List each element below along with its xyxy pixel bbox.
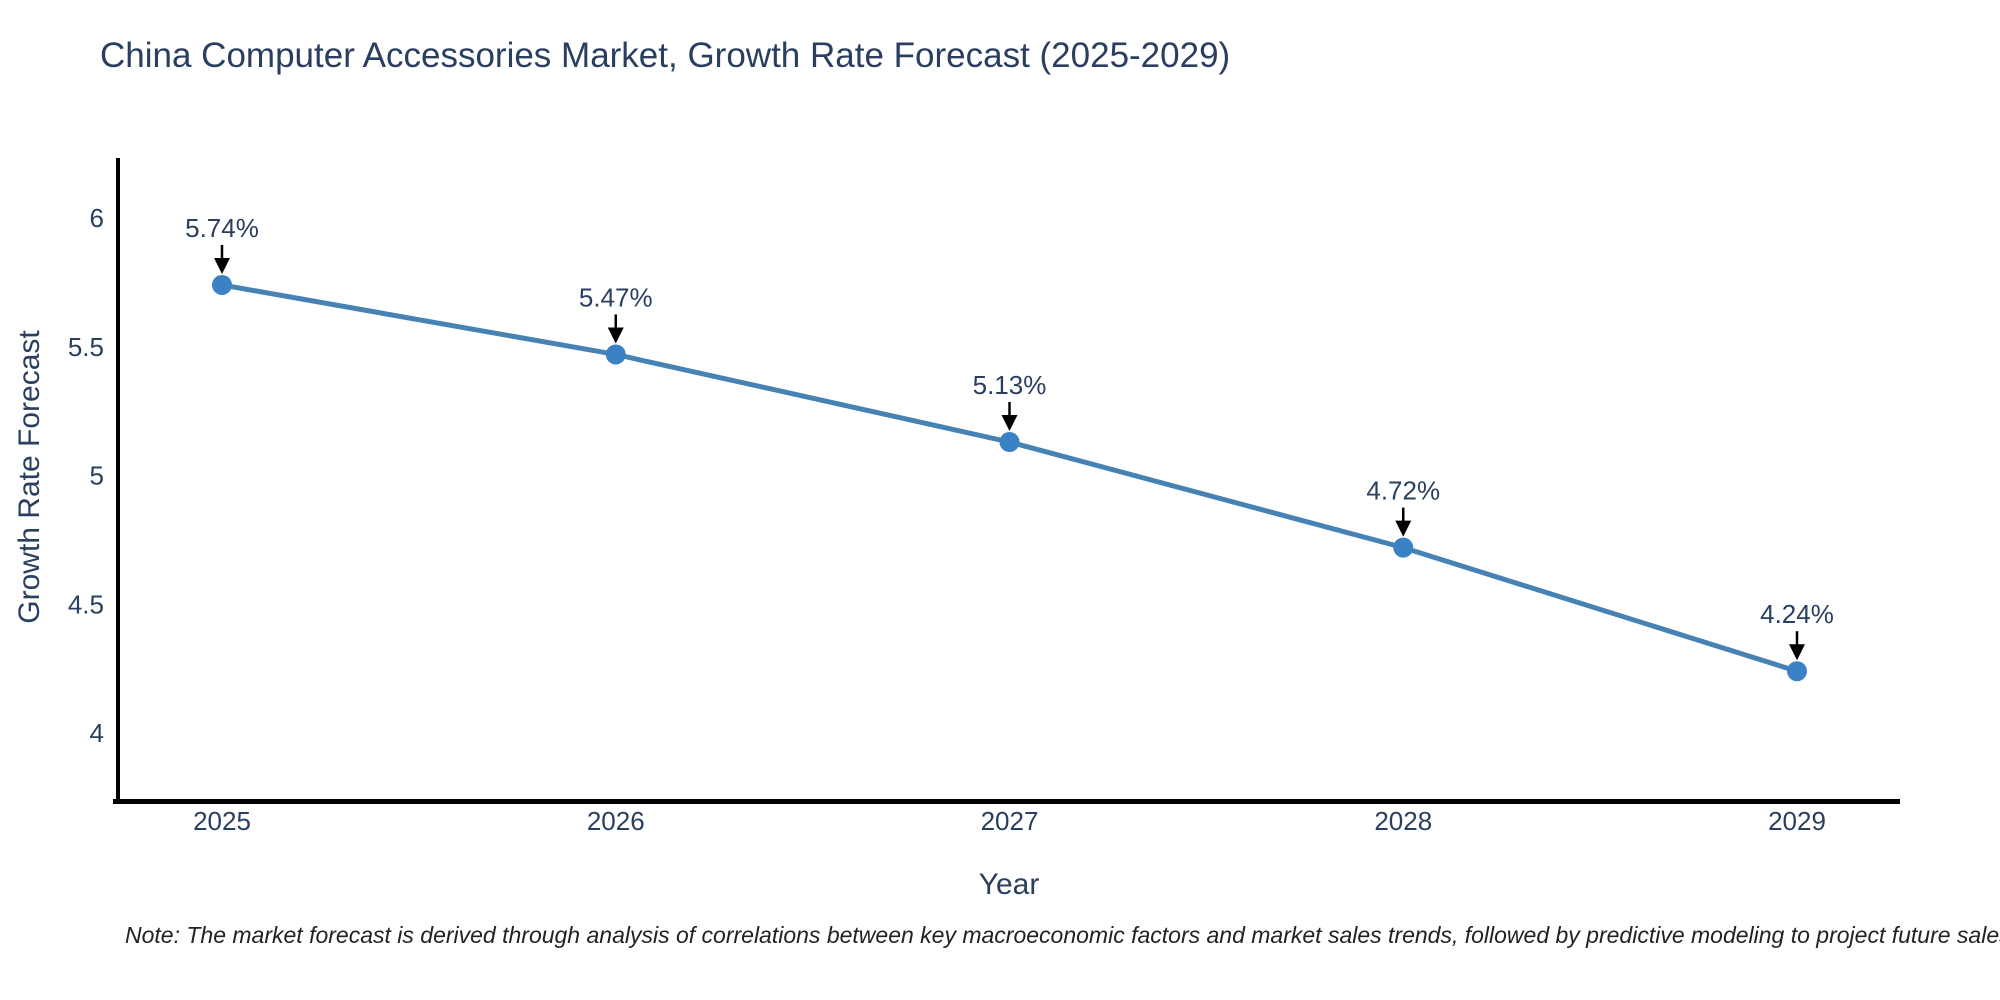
chart-title: China Computer Accessories Market, Growt… (100, 36, 1231, 75)
y-tick-label: 4 (90, 718, 104, 748)
data-point-marker (1393, 537, 1414, 558)
data-point-label: 4.24% (1760, 599, 1834, 629)
forecast-line-series (219, 282, 1800, 674)
data-point-marker (999, 432, 1020, 453)
annotation-arrowhead-icon (1789, 644, 1805, 661)
x-axis-title: Year (978, 868, 1040, 901)
data-point-marker (1787, 661, 1807, 682)
y-tick-label: 5.5 (68, 332, 104, 362)
x-tick-label: 2025 (193, 806, 251, 836)
y-tick-label: 6 (90, 203, 104, 233)
annotation-arrowhead-icon (214, 257, 230, 274)
x-tick-label: 2029 (1768, 806, 1826, 836)
annotation-arrowhead-icon (1395, 520, 1412, 537)
annotation-arrowhead-icon (1001, 415, 1018, 432)
y-tick-label: 4.5 (68, 589, 104, 619)
data-point-label: 5.74% (185, 213, 259, 243)
data-point-marker (212, 274, 232, 295)
x-tick-label: 2027 (981, 806, 1039, 836)
data-point-label: 5.47% (579, 282, 653, 312)
x-tick-label: 2028 (1374, 806, 1432, 836)
x-tick-label: 2026 (587, 806, 645, 836)
data-point-label: 4.72% (1366, 476, 1440, 506)
data-point-label: 5.13% (973, 370, 1047, 400)
footnote: Note: The market forecast is derived thr… (125, 922, 2000, 948)
y-tick-label: 5 (90, 461, 104, 491)
annotation-arrowhead-icon (607, 327, 624, 344)
data-point-marker (605, 344, 626, 365)
